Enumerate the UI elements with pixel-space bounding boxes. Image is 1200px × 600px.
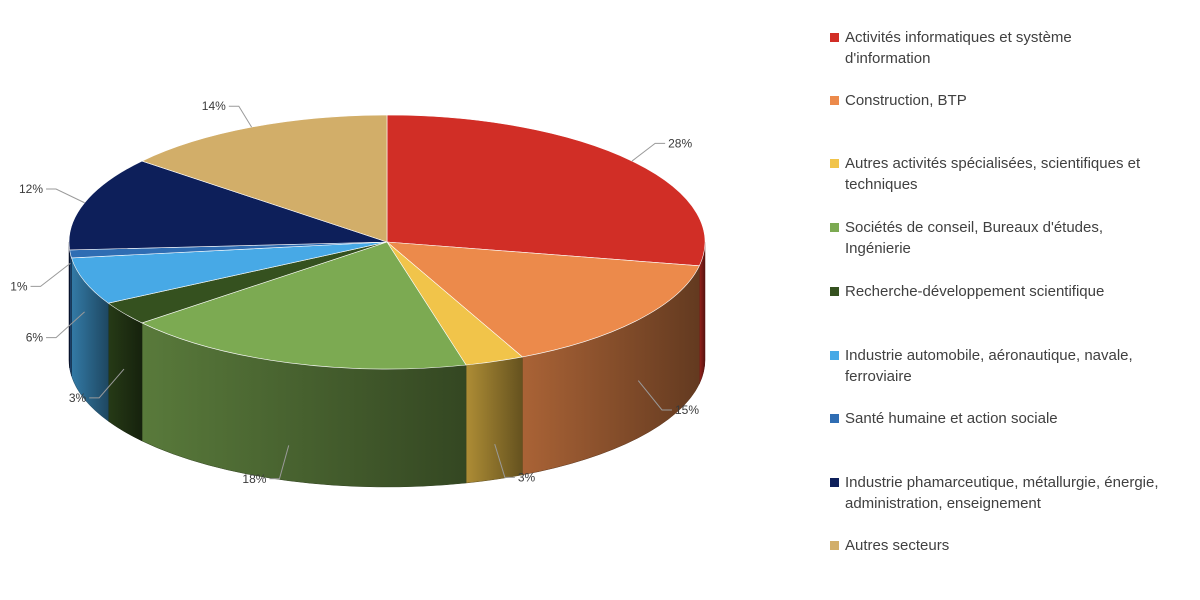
- legend-item: Autres secteurs: [830, 535, 949, 556]
- data-label: 6%: [26, 331, 44, 345]
- legend-item: Recherche-développement scientifique: [830, 281, 1104, 302]
- legend-label: Construction, BTP: [845, 92, 967, 109]
- legend-label: Activités informatiques et système d'inf…: [845, 29, 1072, 67]
- pie-slice-7: [68, 160, 388, 251]
- slice-side-7: [68, 241, 70, 369]
- legend-item: Activités informatiques et système d'inf…: [830, 27, 1072, 69]
- slice-side-4: [108, 302, 143, 442]
- data-label: 15%: [675, 403, 699, 417]
- data-label: 14%: [202, 99, 226, 113]
- legend-label: Industrie phamarceutique, métallurgie, é…: [845, 474, 1159, 512]
- legend-label: Recherche-développement scientifique: [845, 283, 1105, 300]
- legend-item: Industrie phamarceutique, métallurgie, é…: [830, 472, 1159, 514]
- legend-label: Santé humaine et action sociale: [845, 410, 1058, 427]
- data-label: 1%: [10, 279, 28, 293]
- pie-slice-0: [386, 114, 706, 267]
- legend-item: Santé humaine et action sociale: [830, 408, 1058, 429]
- leader-lines: [30, 105, 672, 480]
- legend-swatch: [830, 159, 839, 168]
- legend-item: Construction, BTP: [830, 90, 967, 111]
- pie-slice-8: [141, 114, 388, 243]
- legend-swatch: [830, 351, 839, 360]
- pie-slice-1: [386, 241, 700, 358]
- legend-swatch: [830, 96, 839, 105]
- legend-swatch: [830, 478, 839, 487]
- slice-side-2: [465, 356, 523, 484]
- leader-line: [46, 188, 85, 204]
- legend-swatch: [830, 287, 839, 296]
- legend-label: Autres activités spécialisées, scientifi…: [845, 155, 1141, 193]
- legend-swatch: [830, 541, 839, 550]
- legend-item: Sociétés de conseil, Bureaux d'études, I…: [830, 217, 1103, 259]
- pie-slice-3: [141, 241, 467, 370]
- leader-line: [46, 311, 85, 339]
- leader-line: [637, 380, 672, 411]
- data-label: 18%: [242, 472, 266, 486]
- legend-label: Autres secteurs: [845, 537, 950, 554]
- legend-swatch: [830, 414, 839, 423]
- pie-slice-5: [71, 241, 388, 304]
- pie-sides: [68, 241, 706, 488]
- data-label: 3%: [69, 391, 87, 405]
- legend-swatch: [830, 223, 839, 232]
- pie-chart: 28% 15% 3% 18% 3% 6% 1% 12% 14%: [10, 99, 706, 488]
- leader-line: [89, 368, 125, 399]
- leader-line: [269, 445, 290, 480]
- legend-label: Industrie automobile, aéronautique, nava…: [845, 347, 1133, 385]
- leader-line: [228, 105, 253, 128]
- data-label: 28%: [668, 136, 692, 150]
- legend-swatch: [830, 33, 839, 42]
- legend-label: Sociétés de conseil, Bureaux d'études, I…: [845, 219, 1104, 257]
- legend-item: Industrie automobile, aéronautique, nava…: [830, 345, 1133, 387]
- legend-item: Autres activités spécialisées, scientifi…: [830, 153, 1140, 195]
- legend: Activités informatiques et système d'inf…: [830, 0, 1198, 600]
- data-label: 12%: [19, 182, 43, 196]
- data-label: 3%: [518, 470, 536, 484]
- data-labels: 28% 15% 3% 18% 3% 6% 1% 12% 14%: [10, 99, 699, 486]
- leader-line: [494, 443, 515, 478]
- leader-line: [631, 142, 666, 162]
- pie-tops: [68, 114, 706, 370]
- leader-line: [30, 262, 71, 287]
- slice-side-6: [69, 249, 72, 376]
